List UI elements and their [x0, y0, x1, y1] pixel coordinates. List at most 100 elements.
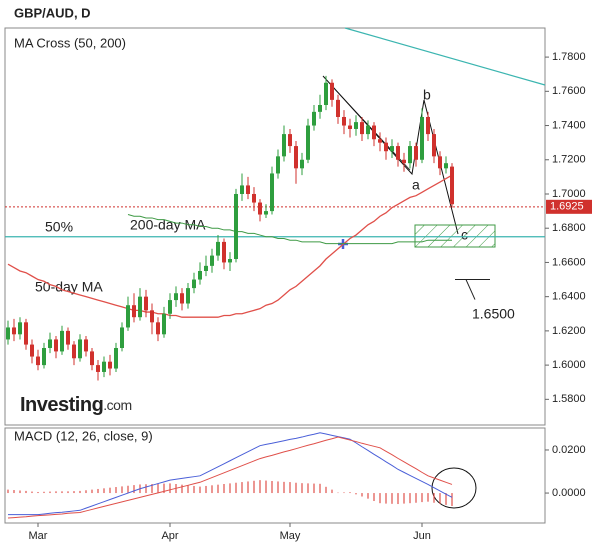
candle-body	[24, 322, 28, 345]
candle-body	[216, 241, 220, 256]
wave-pattern	[322, 75, 459, 235]
candle-body	[288, 134, 292, 147]
x-tick-label: Apr	[161, 530, 178, 542]
logo-main: Investing.com	[20, 394, 132, 416]
candle-body	[180, 293, 184, 304]
candle-body	[294, 146, 298, 169]
y-tick-label: 0.0000	[552, 487, 586, 499]
candle-body	[126, 305, 130, 328]
y-tick-label: 1.6800	[552, 222, 586, 234]
candle-body	[42, 347, 46, 366]
candle-body	[336, 99, 340, 117]
candle-body	[48, 339, 52, 348]
candle-body	[84, 339, 88, 352]
candle-body	[6, 327, 10, 340]
candle-body	[366, 125, 370, 135]
candle-body	[222, 241, 226, 263]
candle-body	[150, 310, 154, 323]
macd-line	[8, 432, 453, 516]
candle-body	[438, 156, 442, 169]
candle-body	[426, 116, 430, 135]
logo-suffix: .com	[103, 397, 131, 413]
candle-body	[432, 134, 436, 157]
candle-body	[312, 111, 316, 126]
candle-body	[156, 322, 160, 335]
price-box	[546, 199, 592, 214]
main-panel	[4, 27, 546, 426]
candle-body	[270, 173, 274, 212]
candle-body	[30, 344, 34, 357]
highlight-circle	[431, 467, 477, 509]
candle-body	[234, 193, 238, 260]
candle-body	[342, 116, 346, 126]
candle-body	[132, 305, 136, 318]
candle-body	[90, 351, 94, 366]
candle-body	[96, 365, 100, 372]
page-title: GBP/AUD, D	[14, 5, 91, 20]
level-label: 1.6500	[472, 305, 515, 321]
level-label: 50%	[45, 218, 73, 234]
candle-body	[240, 185, 244, 194]
candle-body	[330, 82, 334, 100]
candle-body	[78, 339, 82, 359]
candle-body	[444, 163, 448, 169]
candle-body	[144, 296, 148, 311]
candle-body	[198, 270, 202, 280]
candle-body	[360, 122, 364, 135]
candle-body	[318, 105, 322, 112]
x-tick-label: Jun	[413, 530, 431, 542]
candle-body	[396, 146, 400, 160]
candle-body	[12, 327, 16, 335]
panel-title: MACD (12, 26, close, 9)	[14, 428, 153, 443]
candle-body	[408, 146, 412, 164]
wave-label: a	[412, 177, 420, 193]
y-tick-label: 1.7600	[552, 85, 586, 97]
candle-body	[348, 125, 352, 129]
series-label: 50-day MA	[35, 279, 103, 295]
logo-main: Investing	[20, 394, 103, 416]
candle-body	[324, 82, 328, 106]
wave-label: c	[461, 227, 468, 243]
candle-body	[54, 339, 58, 352]
y-tick-label: 1.6400	[552, 291, 586, 303]
candle-body	[186, 288, 190, 304]
moving-average	[127, 214, 452, 245]
candle-body	[276, 156, 280, 174]
candle-body	[252, 193, 256, 203]
candle-body	[114, 347, 118, 369]
target-zone	[414, 224, 496, 248]
y-tick-label: 1.7400	[552, 119, 586, 131]
series-label: 200-day MA	[130, 217, 206, 233]
candle-body	[120, 327, 124, 348]
candle-body	[372, 125, 376, 140]
candle-body	[306, 125, 310, 160]
level-pointer	[465, 279, 476, 300]
price-label: 1.6925	[550, 201, 584, 213]
candle-body	[204, 265, 208, 271]
candle-body	[264, 211, 268, 215]
y-tick-label: 1.6600	[552, 256, 586, 268]
candle-body	[354, 122, 358, 129]
logo: Investing.com	[20, 394, 132, 416]
panel-title: MA Cross (50, 200)	[14, 35, 126, 50]
y-tick-label: 1.5800	[552, 393, 586, 405]
candle-body	[300, 159, 304, 169]
macd-panel	[4, 427, 546, 524]
candle-body	[228, 259, 232, 263]
candle-body	[420, 116, 424, 160]
candle-body	[384, 142, 388, 152]
moving-average	[7, 174, 453, 318]
candle-body	[402, 159, 406, 164]
candle-body	[390, 146, 394, 152]
candle-body	[414, 146, 418, 160]
candle-body	[168, 300, 172, 314]
trend-line	[344, 27, 546, 86]
y-tick-label: 1.7800	[552, 51, 586, 63]
candle-body	[282, 134, 286, 157]
candle-body	[66, 330, 70, 345]
candle-body	[108, 361, 112, 369]
candle-body	[174, 293, 178, 301]
candle-body	[36, 356, 40, 366]
candle-body	[192, 279, 196, 289]
